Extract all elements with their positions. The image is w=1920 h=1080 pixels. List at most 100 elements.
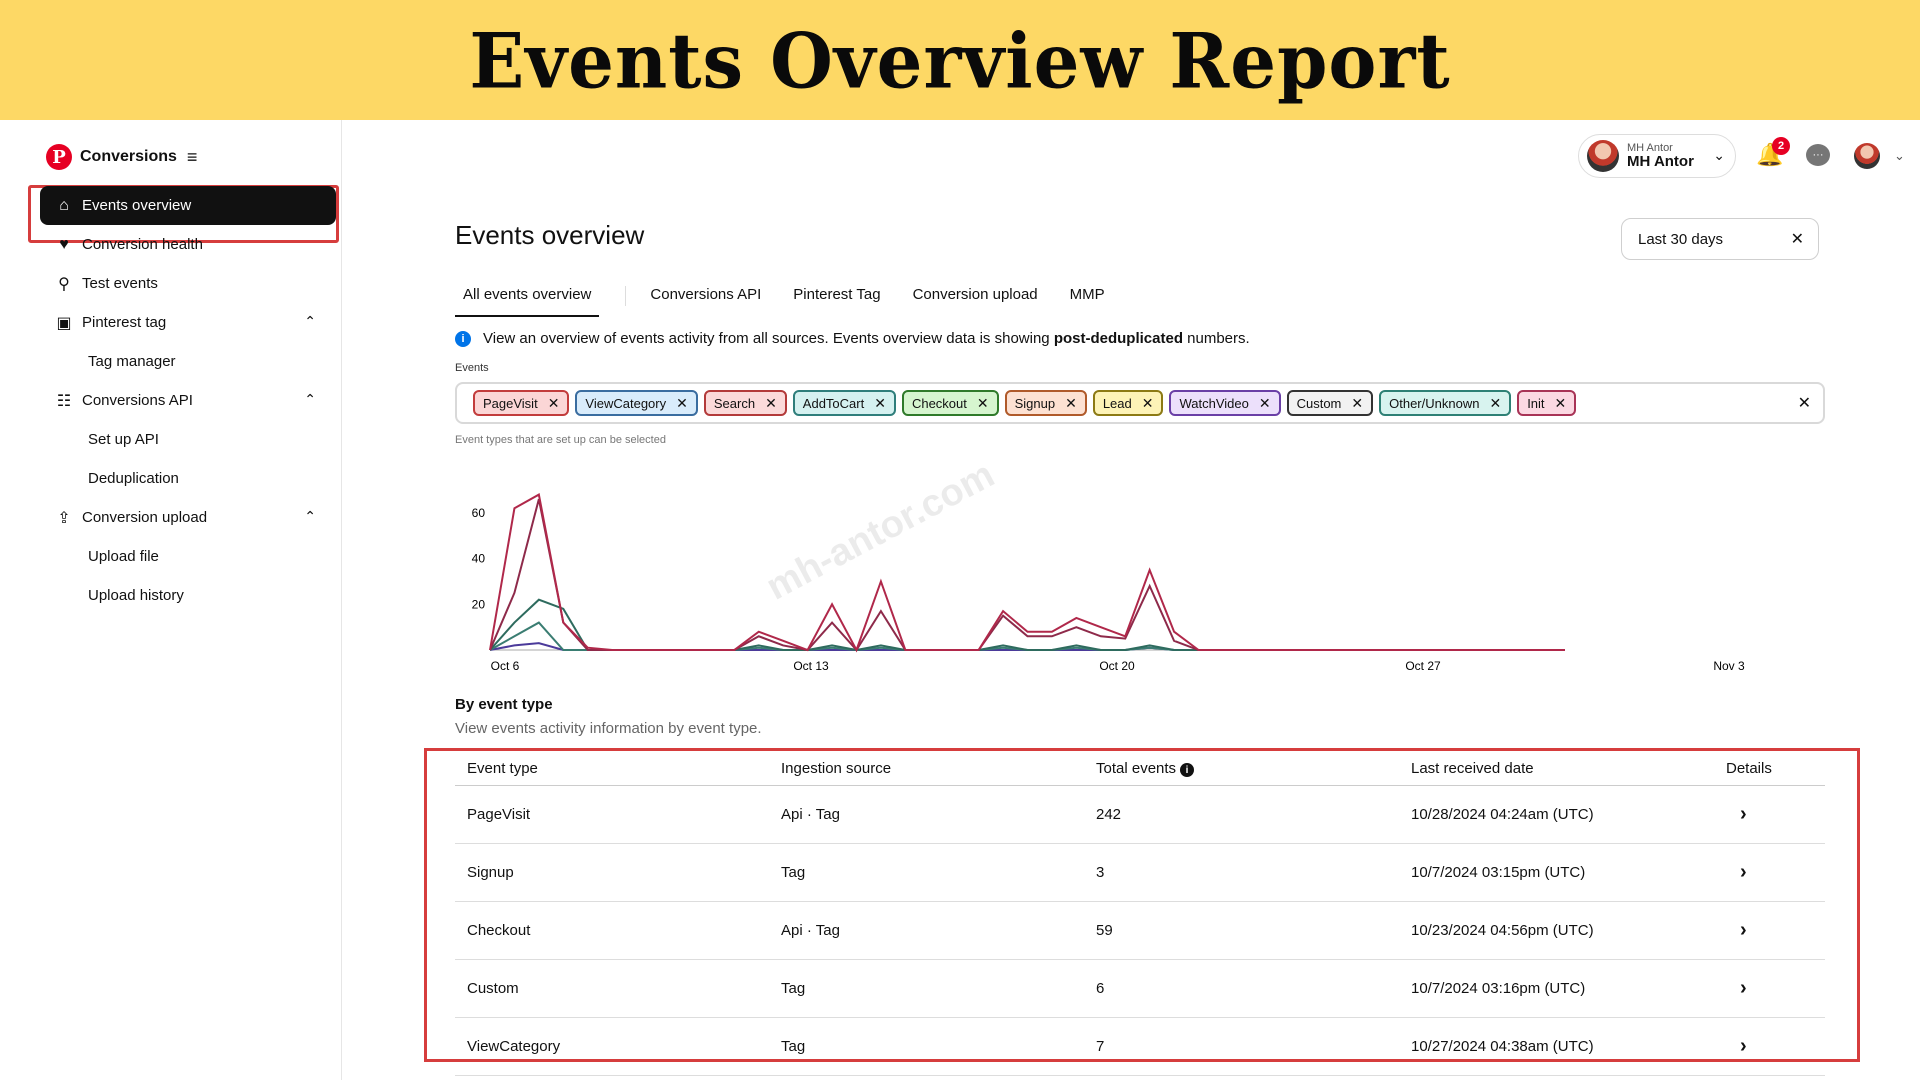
account-switcher[interactable]: MH Antor MH Antor ⌄	[1578, 134, 1736, 178]
x-tick-label: Oct 13	[793, 659, 829, 673]
date-range-select[interactable]: Last 30 days ✕	[1621, 218, 1819, 260]
table-row[interactable]: Signup Tag 3 10/7/2024 03:15pm (UTC) ›	[455, 844, 1825, 902]
chevron-right-icon[interactable]: ›	[1740, 861, 1747, 883]
chevron-right-icon[interactable]: ›	[1740, 1035, 1747, 1057]
series-line	[489, 642, 1565, 651]
y-tick-label: 60	[472, 506, 486, 520]
tab-conversions-api[interactable]: Conversions API	[650, 286, 762, 303]
menu-icon[interactable]: ≡	[186, 146, 198, 167]
page-title: Events overview	[455, 220, 645, 250]
remove-chip-icon[interactable]: ✕	[547, 394, 560, 411]
sidebar-item-upload-history[interactable]: Upload history	[28, 576, 340, 615]
sidebar-item-deduplication[interactable]: Deduplication	[28, 459, 340, 498]
events-hint: Event types that are set up can be selec…	[455, 434, 666, 446]
info-icon[interactable]: i	[1180, 763, 1195, 778]
column-header: Ingestion source	[781, 760, 892, 777]
tab-divider	[625, 286, 627, 306]
table-row[interactable]: Checkout Api · Tag 59 10/23/2024 04:56pm (U…	[455, 902, 1825, 960]
sidebar-item-tag-manager[interactable]: Tag manager	[28, 342, 340, 381]
event-chip[interactable]: Signup ✕	[1004, 390, 1087, 416]
remove-chip-icon[interactable]: ✕	[1141, 394, 1154, 411]
event-chip[interactable]: Other/Unknown ✕	[1379, 390, 1512, 416]
event-chip[interactable]: Init ✕	[1517, 390, 1577, 416]
remove-chip-icon[interactable]: ✕	[1554, 394, 1567, 411]
remove-chip-icon[interactable]: ✕	[874, 394, 886, 411]
event-type-table: Event type Ingestion source Total events…	[455, 752, 1825, 1076]
table-cell: Signup	[467, 864, 514, 881]
highlight-frame-table	[424, 748, 1860, 1062]
clear-all-icon[interactable]: ✕	[1797, 395, 1811, 412]
event-chip[interactable]: PageVisit ✕	[473, 390, 570, 416]
remove-chip-icon[interactable]: ✕	[1258, 394, 1271, 411]
test-icon: ⚲	[58, 275, 70, 293]
table-cell: Api · Tag	[781, 806, 840, 823]
chevron-down-icon: ⌄	[1713, 147, 1725, 163]
avatar	[1587, 140, 1619, 172]
sidebar-item-test-events[interactable]: ⚲ Test events	[28, 264, 340, 303]
chat-icon[interactable]: ···	[1806, 144, 1830, 166]
event-chip[interactable]: Search ✕	[703, 390, 787, 416]
pinterest-logo-icon: P	[46, 144, 72, 170]
sidebar-item-label: Upload history	[88, 587, 184, 604]
chevron-right-icon[interactable]: ›	[1740, 977, 1747, 999]
chevron-down-icon[interactable]: ⌄	[1894, 148, 1905, 163]
sidebar-item-conversion-upload[interactable]: ⇪ Conversion upload ⌃	[28, 498, 340, 537]
brand[interactable]: P Conversions ≡	[46, 144, 197, 170]
table-cell: ViewCategory	[467, 1038, 561, 1055]
remove-chip-icon[interactable]: ✕	[1351, 394, 1364, 411]
remove-chip-icon[interactable]: ✕	[1065, 394, 1077, 411]
remove-chip-icon[interactable]: ✕	[976, 394, 989, 411]
tab-conversion-upload[interactable]: Conversion upload	[912, 286, 1038, 303]
table-cell: 6	[1096, 980, 1105, 997]
event-chip[interactable]: Lead ✕	[1092, 390, 1164, 416]
tab-mmp[interactable]: MMP	[1069, 286, 1105, 303]
table-cell: Checkout	[467, 922, 531, 939]
sidebar-item-set-up-api[interactable]: Set up API	[28, 420, 340, 459]
event-chip-label: Search	[713, 395, 756, 411]
remove-chip-icon[interactable]: ✕	[765, 394, 777, 411]
series-line	[489, 598, 1565, 652]
info-text-tail: numbers.	[1182, 330, 1250, 347]
sidebar-item-upload-file[interactable]: Upload file	[28, 537, 340, 576]
table-row[interactable]: PageVisit Api · Tag 242 10/28/2024 04:24am …	[455, 786, 1825, 844]
upload-icon: ⇪	[57, 509, 71, 527]
close-icon[interactable]: ✕	[1790, 231, 1804, 248]
event-chip[interactable]: AddToCart ✕	[792, 390, 896, 416]
info-icon: i	[455, 330, 471, 347]
code-tag-icon: ▣	[56, 314, 72, 332]
event-chip[interactable]: ViewCategory ✕	[575, 390, 698, 416]
chevron-right-icon[interactable]: ›	[1740, 803, 1747, 825]
sidebar-item-label: Set up API	[88, 431, 159, 448]
events-multiselect[interactable]: PageVisit ✕ ViewCategory ✕ Search ✕ AddToCart ✕…	[455, 382, 1825, 424]
sidebar-item-events-overview[interactable]: ⌂ Events overview	[40, 186, 336, 225]
table-row[interactable]: ViewCategory Tag 7 10/27/2024 04:38am (UTC)…	[455, 1018, 1825, 1076]
chevron-up-icon[interactable]: ⌃	[304, 508, 316, 524]
sidebar-item-pinterest-tag[interactable]: ▣ Pinterest tag ⌃	[28, 303, 340, 342]
chevron-up-icon[interactable]: ⌃	[304, 391, 316, 407]
table-cell: 59	[1096, 922, 1113, 939]
sidebar-item-conversion-health[interactable]: ♥ Conversion health	[28, 225, 340, 264]
chevron-right-icon[interactable]: ›	[1740, 919, 1747, 941]
remove-chip-icon[interactable]: ✕	[676, 394, 688, 411]
table-cell: 10/23/2024 04:56pm (UTC)	[1411, 922, 1594, 939]
table-row[interactable]: Custom Tag 6 10/7/2024 03:16pm (UTC) ›	[455, 960, 1825, 1018]
banner-title: Events Overview Report	[469, 15, 1451, 105]
info-text-bold: post-deduplicated	[1053, 330, 1183, 347]
table-cell: PageVisit	[467, 806, 531, 823]
event-chip[interactable]: WatchVideo ✕	[1169, 390, 1281, 416]
profile-avatar[interactable]	[1854, 143, 1880, 169]
chevron-up-icon[interactable]: ⌃	[304, 313, 316, 329]
event-chip[interactable]: Checkout ✕	[901, 390, 999, 416]
sidebar-item-conversions-api[interactable]: ☷ Conversions API ⌃	[28, 381, 340, 420]
table-cell: 10/7/2024 03:16pm (UTC)	[1411, 980, 1586, 997]
tab-all-events-overview[interactable]: All events overview	[455, 286, 600, 317]
event-chip-label: PageVisit	[483, 395, 538, 411]
info-text-lead: View an overview of events activity from…	[483, 330, 1054, 347]
tab-pinterest-tag[interactable]: Pinterest Tag	[793, 286, 881, 303]
event-chip-label: AddToCart	[802, 395, 865, 411]
remove-chip-icon[interactable]: ✕	[1489, 394, 1502, 411]
sidebar-nav: ⌂ Events overview ♥ Conversion health ⚲ …	[28, 186, 340, 615]
event-chip[interactable]: Custom ✕	[1286, 390, 1374, 416]
account-name-big: MH Antor	[1627, 152, 1694, 170]
table-cell: 3	[1096, 864, 1105, 881]
